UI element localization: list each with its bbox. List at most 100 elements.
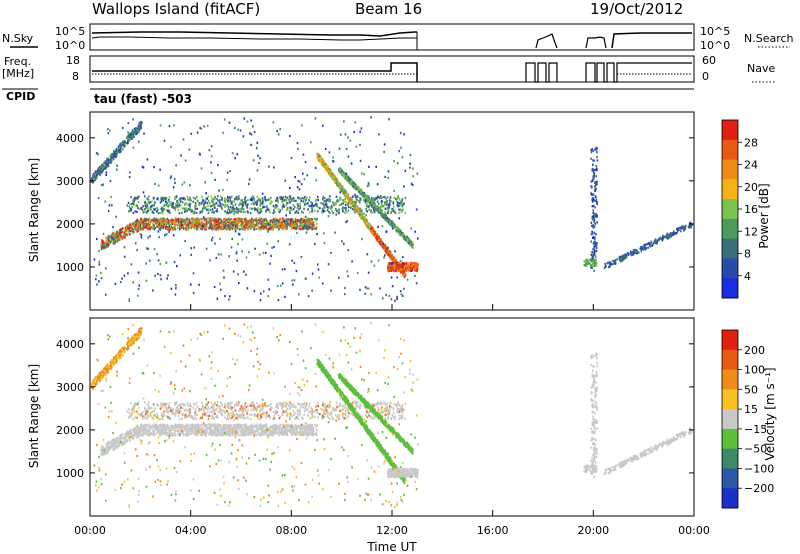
power-cell: [594, 213, 596, 216]
power-cell: [350, 180, 352, 183]
power-cell: [240, 218, 243, 221]
power-cell: [359, 211, 361, 214]
power-cell: [392, 205, 395, 209]
power-cell: [128, 299, 131, 302]
power-cell: [216, 220, 218, 223]
power-cell: [140, 124, 142, 127]
power-cell: [391, 262, 394, 265]
power-cell: [183, 207, 186, 210]
power-cell: [345, 172, 348, 175]
power-cell: [248, 221, 250, 224]
power-cell: [591, 230, 593, 233]
power-cell: [327, 215, 330, 218]
power-cell: [215, 202, 218, 205]
power-cell: [224, 223, 227, 226]
power-cell: [251, 198, 254, 201]
power-cell: [299, 228, 302, 231]
power-cell: [322, 124, 324, 127]
power-cell: [170, 220, 173, 223]
power-cell: [200, 221, 202, 224]
power-cell: [170, 205, 173, 209]
power-cell: [296, 219, 299, 222]
power-cell: [115, 237, 117, 241]
power-cell: [383, 217, 385, 220]
power-cell: [404, 236, 407, 239]
power-cell: [287, 223, 290, 226]
power-cell: [102, 164, 104, 167]
power-cell: [192, 200, 194, 203]
power-cell: [177, 201, 179, 204]
power-cell: [128, 298, 130, 301]
power-cell: [186, 218, 189, 221]
power-cell: [392, 200, 395, 204]
power-cell: [593, 245, 596, 248]
power-cell: [241, 206, 243, 209]
power-cell: [658, 237, 660, 240]
power-cell: [353, 185, 356, 189]
power-cell: [206, 202, 209, 205]
power-cell: [196, 227, 199, 230]
power-cell: [236, 217, 239, 221]
power-cell: [180, 204, 182, 207]
power-cell: [105, 173, 107, 176]
power-cell: [252, 224, 255, 228]
power-cell: [409, 244, 411, 247]
power-cell: [268, 208, 271, 211]
power-cell: [254, 227, 257, 230]
power-cell: [182, 197, 185, 201]
power-cell: [137, 128, 140, 131]
power-cell: [214, 218, 217, 221]
power-cell: [276, 222, 278, 225]
power-cell: [275, 199, 277, 202]
power-cell: [159, 218, 161, 221]
power-cell: [307, 220, 310, 223]
power-cell: [126, 204, 129, 207]
power-cell: [163, 219, 166, 223]
power-cell: [334, 208, 337, 211]
power-cell: [299, 202, 301, 205]
power-cell: [145, 262, 147, 265]
power-cell: [191, 217, 193, 220]
power-cell: [106, 244, 109, 247]
power-cell: [417, 237, 419, 240]
power-cell: [190, 199, 192, 202]
power-cell: [145, 247, 148, 250]
power-cell: [219, 282, 221, 285]
power-cell: [105, 171, 108, 174]
power-cell: [250, 143, 252, 146]
power-cell: [253, 203, 255, 206]
power-cell: [202, 199, 205, 202]
power-cell: [343, 193, 345, 196]
power-cell: [323, 163, 325, 166]
power-cell: [139, 233, 142, 236]
power-cell: [140, 221, 143, 224]
power-cell: [594, 148, 596, 151]
power-cell: [380, 213, 383, 216]
power-cell: [343, 211, 346, 214]
power-cell: [182, 224, 185, 227]
power-cell: [307, 227, 309, 230]
power-cell: [334, 177, 336, 180]
power-cell: [120, 147, 123, 150]
power-cell: [345, 211, 348, 214]
power-cell: [227, 200, 229, 203]
power-cell: [353, 206, 355, 210]
power-cell: [338, 276, 340, 279]
power-cell: [306, 221, 309, 224]
power-cell: [154, 220, 157, 223]
power-cell: [172, 205, 174, 208]
power-cell: [328, 197, 330, 200]
power-cell: [407, 241, 409, 244]
power-cell: [130, 132, 132, 135]
power-cell: [282, 196, 284, 199]
power-cell: [399, 230, 402, 233]
power-cell: [367, 181, 370, 185]
power-cell: [205, 247, 208, 250]
power-cell: [136, 197, 139, 200]
power-cell: [193, 223, 196, 226]
power-cell: [120, 230, 122, 233]
power-cell: [303, 207, 305, 210]
power-cell: [118, 236, 121, 239]
power-cell: [220, 253, 222, 256]
power-cell: [174, 203, 177, 206]
